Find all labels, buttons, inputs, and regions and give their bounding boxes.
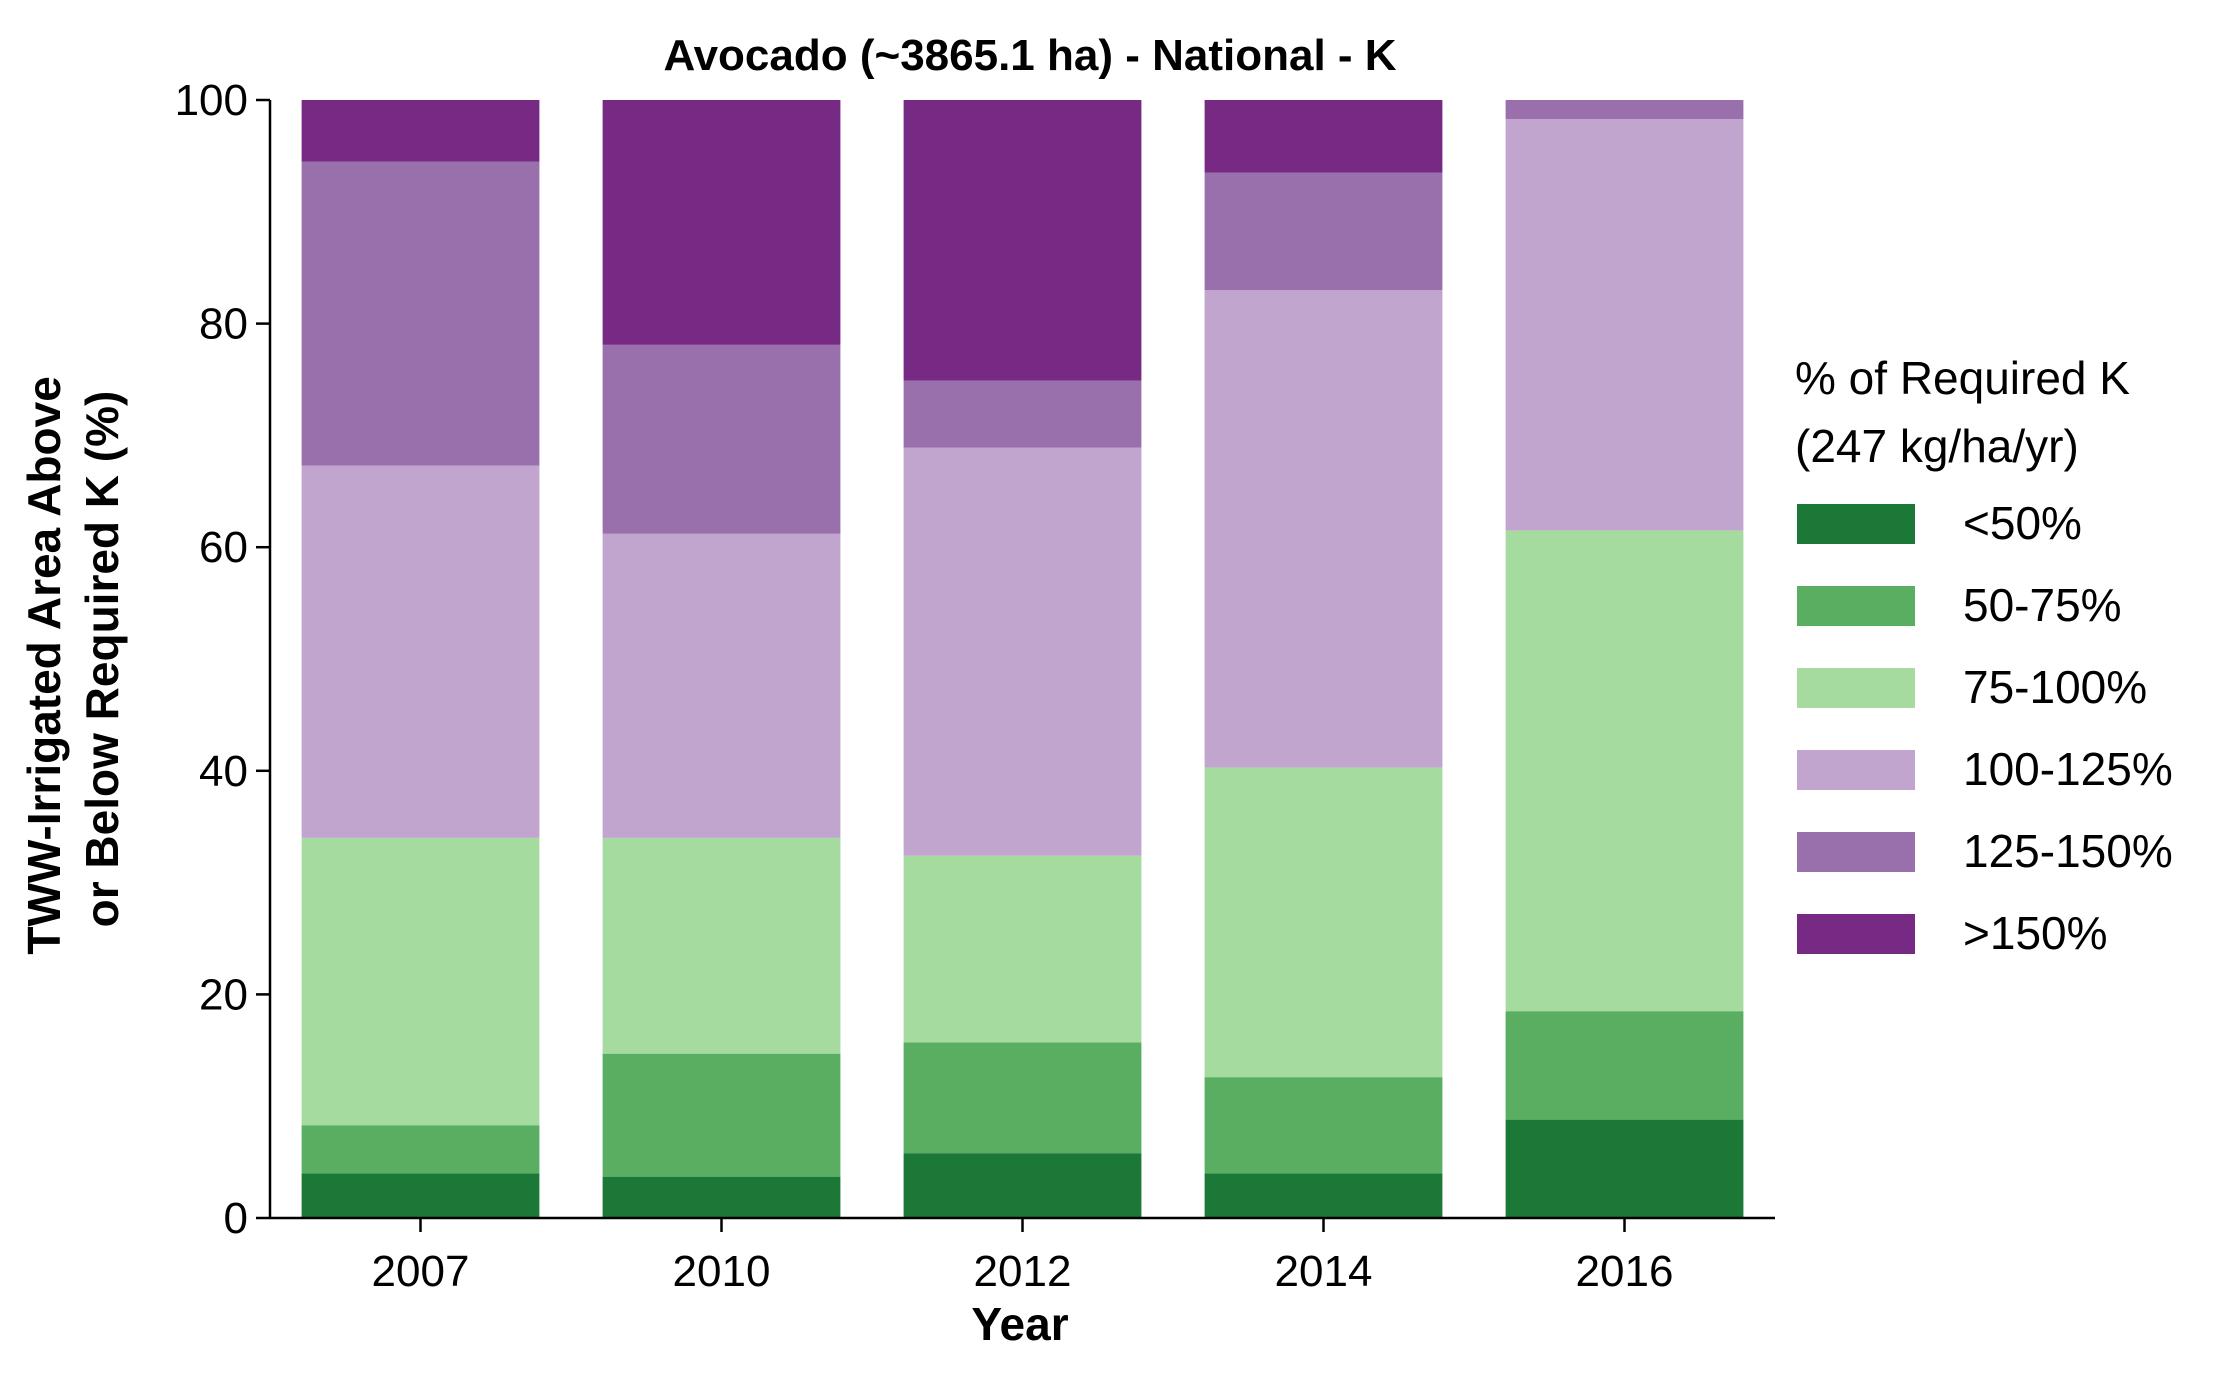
x-axis-ticks: 2007 2010 2012 2014 2016	[372, 1218, 1674, 1296]
legend-swatch-3	[1797, 750, 1915, 790]
bars-group	[301, 100, 1744, 1218]
bar-2014-series-1	[1204, 1077, 1443, 1174]
legend-label-5: >150%	[1963, 907, 2108, 959]
legend-title-line-2: (247 kg/ha/yr)	[1795, 420, 2079, 472]
legend-label-4: 125-150%	[1963, 825, 2173, 877]
bar-2012-series-3	[903, 447, 1142, 856]
x-tick-label-2016: 2016	[1576, 1247, 1674, 1296]
legend-swatch-5	[1797, 914, 1915, 954]
bar-2012-series-4	[903, 380, 1142, 448]
y-tick-label-100: 100	[175, 76, 248, 125]
chart-title: Avocado (~3865.1 ha) - National - K	[663, 31, 1396, 80]
bar-2010-series-2	[602, 837, 841, 1054]
legend-label-0: <50%	[1963, 497, 2082, 549]
y-tick-label-80: 80	[199, 300, 248, 349]
bar-2010-series-1	[602, 1053, 841, 1177]
legend-title-line-1: % of Required K	[1795, 352, 2130, 404]
x-tick-label-2007: 2007	[372, 1247, 470, 1296]
bar-2007-series-2	[301, 837, 540, 1126]
bar-2014-series-0	[1204, 1173, 1443, 1218]
y-tick-label-60: 60	[199, 523, 248, 572]
bar-2012-series-5	[903, 100, 1142, 381]
bar-2007-series-0	[301, 1173, 540, 1218]
x-tick-label-2012: 2012	[974, 1247, 1072, 1296]
bar-2016-series-2	[1505, 530, 1744, 1012]
bar-2010-series-3	[602, 533, 841, 838]
bar-2016-series-1	[1505, 1011, 1744, 1120]
y-axis-label: TWW-Irrigated Area Above or Below Requir…	[18, 363, 128, 954]
bar-2010-series-0	[602, 1176, 841, 1218]
y-axis-ticks: 0 20 40 60 80 100	[175, 76, 270, 1243]
y-tick-label-40: 40	[199, 747, 248, 796]
legend-swatch-2	[1797, 668, 1915, 708]
bar-2010-series-4	[602, 344, 841, 534]
bar-2012-series-0	[903, 1153, 1142, 1218]
y-axis-label-line-2: or Below Required K (%)	[76, 391, 128, 928]
legend-swatch-1	[1797, 586, 1915, 626]
y-axis-label-line-1: TWW-Irrigated Area Above	[18, 376, 70, 954]
bar-2007-series-5	[301, 100, 540, 162]
legend-items: <50% 50-75% 75-100% 100-125% 125-150% >150%	[1797, 497, 2173, 959]
bar-2016-series-4	[1505, 100, 1744, 120]
x-tick-label-2014: 2014	[1275, 1247, 1373, 1296]
bar-2014-series-4	[1204, 172, 1443, 291]
bar-2012-series-2	[903, 855, 1142, 1043]
bar-2007-series-4	[301, 161, 540, 466]
bar-2014-series-2	[1204, 767, 1443, 1078]
legend-swatch-4	[1797, 832, 1915, 872]
legend: % of Required K (247 kg/ha/yr) <50% 50-75…	[1795, 352, 2173, 959]
legend-label-3: 100-125%	[1963, 743, 2173, 795]
y-tick-label-20: 20	[199, 970, 248, 1019]
bar-2012-series-1	[903, 1042, 1142, 1154]
bar-2016-series-0	[1505, 1119, 1744, 1218]
legend-label-2: 75-100%	[1963, 661, 2147, 713]
legend-label-1: 50-75%	[1963, 579, 2122, 631]
bar-2014-series-3	[1204, 290, 1443, 768]
x-axis-label: Year	[971, 1298, 1068, 1350]
bar-2007-series-3	[301, 465, 540, 838]
bar-2007-series-1	[301, 1125, 540, 1174]
bar-2016-series-3	[1505, 119, 1744, 531]
bar-2014-series-5	[1204, 100, 1443, 173]
legend-swatch-0	[1797, 504, 1915, 544]
y-tick-label-0: 0	[224, 1194, 248, 1243]
bar-2010-series-5	[602, 100, 841, 345]
x-tick-label-2010: 2010	[673, 1247, 771, 1296]
